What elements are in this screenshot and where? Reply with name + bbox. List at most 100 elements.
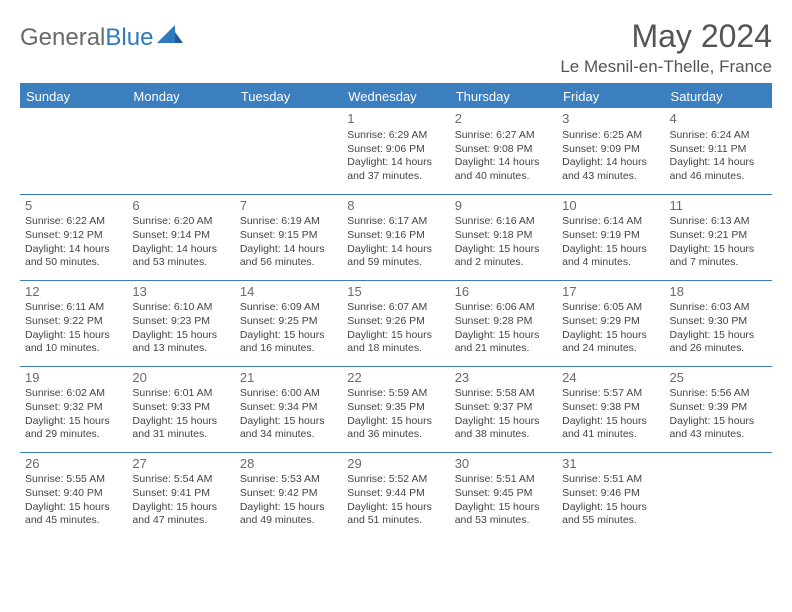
- daylight-line: Daylight: 15 hours and 38 minutes.: [455, 415, 552, 442]
- sunrise-line: Sunrise: 6:02 AM: [25, 387, 122, 401]
- calendar-day-cell: 20Sunrise: 6:01 AMSunset: 9:33 PMDayligh…: [127, 366, 234, 452]
- sunrise-line: Sunrise: 6:17 AM: [347, 215, 444, 229]
- daylight-line: Daylight: 15 hours and 16 minutes.: [240, 329, 337, 356]
- daylight-line: Daylight: 15 hours and 29 minutes.: [25, 415, 122, 442]
- daylight-line: Daylight: 14 hours and 37 minutes.: [347, 156, 444, 183]
- daylight-line: Daylight: 15 hours and 47 minutes.: [132, 501, 229, 528]
- sunrise-line: Sunrise: 6:11 AM: [25, 301, 122, 315]
- calendar-day-cell: 15Sunrise: 6:07 AMSunset: 9:26 PMDayligh…: [342, 280, 449, 366]
- day-number: 4: [670, 111, 767, 128]
- calendar-day-cell: 1Sunrise: 6:29 AMSunset: 9:06 PMDaylight…: [342, 108, 449, 194]
- day-number: 21: [240, 370, 337, 387]
- calendar-empty-cell: [127, 108, 234, 194]
- day-number: 25: [670, 370, 767, 387]
- calendar-week-row: 19Sunrise: 6:02 AMSunset: 9:32 PMDayligh…: [20, 366, 772, 452]
- calendar-week-row: 1Sunrise: 6:29 AMSunset: 9:06 PMDaylight…: [20, 108, 772, 194]
- sunrise-line: Sunrise: 5:51 AM: [562, 473, 659, 487]
- day-number: 18: [670, 284, 767, 301]
- sunset-line: Sunset: 9:25 PM: [240, 315, 337, 329]
- weekday-header: Tuesday: [235, 85, 342, 108]
- weekday-header: Friday: [557, 85, 664, 108]
- daylight-line: Daylight: 14 hours and 53 minutes.: [132, 243, 229, 270]
- daylight-line: Daylight: 15 hours and 2 minutes.: [455, 243, 552, 270]
- daylight-line: Daylight: 15 hours and 24 minutes.: [562, 329, 659, 356]
- day-number: 30: [455, 456, 552, 473]
- logo-shape-icon: [157, 22, 183, 50]
- sunrise-line: Sunrise: 6:20 AM: [132, 215, 229, 229]
- daylight-line: Daylight: 15 hours and 41 minutes.: [562, 415, 659, 442]
- calendar-day-cell: 6Sunrise: 6:20 AMSunset: 9:14 PMDaylight…: [127, 194, 234, 280]
- sunrise-line: Sunrise: 5:55 AM: [25, 473, 122, 487]
- sunrise-line: Sunrise: 6:24 AM: [670, 129, 767, 143]
- sunrise-line: Sunrise: 6:25 AM: [562, 129, 659, 143]
- calendar-day-cell: 7Sunrise: 6:19 AMSunset: 9:15 PMDaylight…: [235, 194, 342, 280]
- sunset-line: Sunset: 9:19 PM: [562, 229, 659, 243]
- calendar-week-row: 26Sunrise: 5:55 AMSunset: 9:40 PMDayligh…: [20, 452, 772, 538]
- calendar-week-row: 12Sunrise: 6:11 AMSunset: 9:22 PMDayligh…: [20, 280, 772, 366]
- logo-text-blue: Blue: [105, 24, 153, 52]
- sunrise-line: Sunrise: 6:29 AM: [347, 129, 444, 143]
- day-number: 27: [132, 456, 229, 473]
- daylight-line: Daylight: 15 hours and 53 minutes.: [455, 501, 552, 528]
- day-number: 24: [562, 370, 659, 387]
- sunset-line: Sunset: 9:41 PM: [132, 487, 229, 501]
- sunset-line: Sunset: 9:39 PM: [670, 401, 767, 415]
- daylight-line: Daylight: 15 hours and 49 minutes.: [240, 501, 337, 528]
- calendar-empty-cell: [20, 108, 127, 194]
- daylight-line: Daylight: 15 hours and 26 minutes.: [670, 329, 767, 356]
- calendar-day-cell: 22Sunrise: 5:59 AMSunset: 9:35 PMDayligh…: [342, 366, 449, 452]
- sunset-line: Sunset: 9:23 PM: [132, 315, 229, 329]
- daylight-line: Daylight: 14 hours and 40 minutes.: [455, 156, 552, 183]
- sunset-line: Sunset: 9:15 PM: [240, 229, 337, 243]
- daylight-line: Daylight: 14 hours and 46 minutes.: [670, 156, 767, 183]
- calendar-day-cell: 26Sunrise: 5:55 AMSunset: 9:40 PMDayligh…: [20, 452, 127, 538]
- weekday-header: Sunday: [20, 85, 127, 108]
- day-number: 28: [240, 456, 337, 473]
- calendar-day-cell: 30Sunrise: 5:51 AMSunset: 9:45 PMDayligh…: [450, 452, 557, 538]
- weekday-header: Saturday: [665, 85, 772, 108]
- sunrise-line: Sunrise: 5:59 AM: [347, 387, 444, 401]
- sunset-line: Sunset: 9:14 PM: [132, 229, 229, 243]
- calendar-day-cell: 21Sunrise: 6:00 AMSunset: 9:34 PMDayligh…: [235, 366, 342, 452]
- calendar-day-cell: 24Sunrise: 5:57 AMSunset: 9:38 PMDayligh…: [557, 366, 664, 452]
- title-block: May 2024 Le Mesnil-en-Thelle, France: [560, 18, 772, 77]
- day-number: 19: [25, 370, 122, 387]
- daylight-line: Daylight: 15 hours and 7 minutes.: [670, 243, 767, 270]
- calendar-day-cell: 2Sunrise: 6:27 AMSunset: 9:08 PMDaylight…: [450, 108, 557, 194]
- daylight-line: Daylight: 15 hours and 13 minutes.: [132, 329, 229, 356]
- calendar-day-cell: 23Sunrise: 5:58 AMSunset: 9:37 PMDayligh…: [450, 366, 557, 452]
- sunset-line: Sunset: 9:28 PM: [455, 315, 552, 329]
- calendar-day-cell: 9Sunrise: 6:16 AMSunset: 9:18 PMDaylight…: [450, 194, 557, 280]
- sunrise-line: Sunrise: 6:13 AM: [670, 215, 767, 229]
- day-number: 16: [455, 284, 552, 301]
- sunrise-line: Sunrise: 6:16 AM: [455, 215, 552, 229]
- daylight-line: Daylight: 15 hours and 51 minutes.: [347, 501, 444, 528]
- calendar-week-row: 5Sunrise: 6:22 AMSunset: 9:12 PMDaylight…: [20, 194, 772, 280]
- calendar-empty-cell: [665, 452, 772, 538]
- daylight-line: Daylight: 15 hours and 18 minutes.: [347, 329, 444, 356]
- logo-text-general: General: [20, 24, 105, 52]
- daylight-line: Daylight: 15 hours and 43 minutes.: [670, 415, 767, 442]
- daylight-line: Daylight: 15 hours and 10 minutes.: [25, 329, 122, 356]
- sunset-line: Sunset: 9:38 PM: [562, 401, 659, 415]
- sunset-line: Sunset: 9:22 PM: [25, 315, 122, 329]
- sunrise-line: Sunrise: 6:07 AM: [347, 301, 444, 315]
- daylight-line: Daylight: 14 hours and 59 minutes.: [347, 243, 444, 270]
- calendar-day-cell: 29Sunrise: 5:52 AMSunset: 9:44 PMDayligh…: [342, 452, 449, 538]
- sunset-line: Sunset: 9:11 PM: [670, 143, 767, 157]
- sunrise-line: Sunrise: 6:10 AM: [132, 301, 229, 315]
- sunrise-line: Sunrise: 6:06 AM: [455, 301, 552, 315]
- calendar-day-cell: 28Sunrise: 5:53 AMSunset: 9:42 PMDayligh…: [235, 452, 342, 538]
- calendar-empty-cell: [235, 108, 342, 194]
- day-number: 10: [562, 198, 659, 215]
- sunset-line: Sunset: 9:06 PM: [347, 143, 444, 157]
- sunrise-line: Sunrise: 6:00 AM: [240, 387, 337, 401]
- daylight-line: Daylight: 14 hours and 50 minutes.: [25, 243, 122, 270]
- calendar-day-cell: 31Sunrise: 5:51 AMSunset: 9:46 PMDayligh…: [557, 452, 664, 538]
- calendar-day-cell: 19Sunrise: 6:02 AMSunset: 9:32 PMDayligh…: [20, 366, 127, 452]
- day-number: 17: [562, 284, 659, 301]
- day-number: 13: [132, 284, 229, 301]
- calendar-table: SundayMondayTuesdayWednesdayThursdayFrid…: [20, 85, 772, 538]
- daylight-line: Daylight: 15 hours and 55 minutes.: [562, 501, 659, 528]
- calendar-day-cell: 3Sunrise: 6:25 AMSunset: 9:09 PMDaylight…: [557, 108, 664, 194]
